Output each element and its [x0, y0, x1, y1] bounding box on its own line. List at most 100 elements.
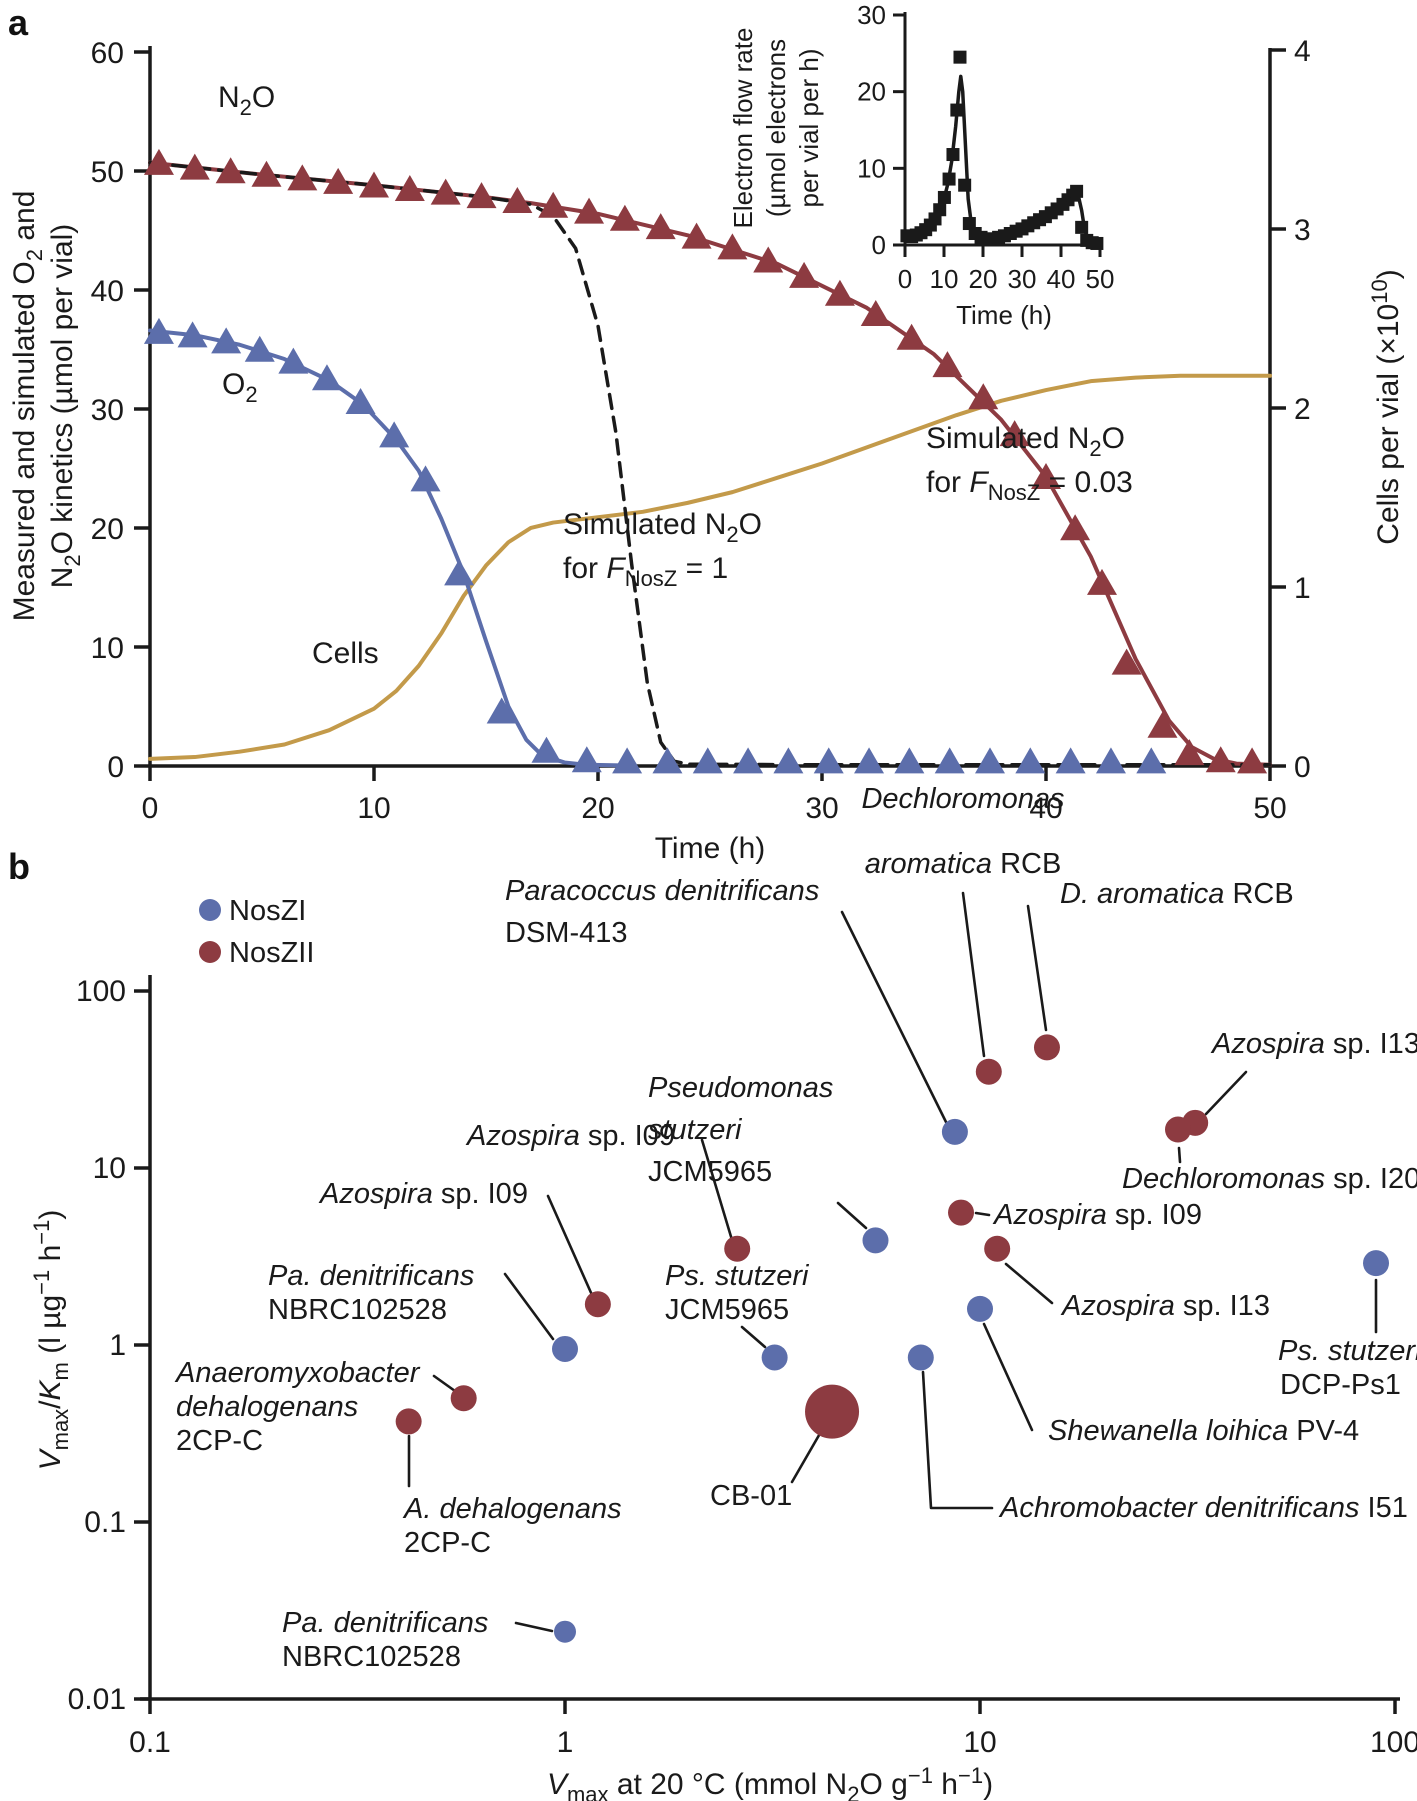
a-right-tick-label: 1: [1294, 572, 1311, 605]
n2o-data-point: [681, 222, 712, 249]
shewanella-loihica-pv4-leader-line: [982, 1322, 1034, 1432]
square-marker: [953, 50, 967, 64]
o2-data-point: [975, 747, 1005, 774]
o2-data-point: [410, 465, 441, 492]
n2o-data-point: [609, 204, 640, 231]
pa-denitrificans-nbrc102528-low-point: [554, 1620, 576, 1643]
o2-data-point: [733, 747, 764, 774]
a-left-tick-label: 10: [91, 632, 124, 665]
simulated-n2o-fnosz-0-03-curve: [148, 160, 1272, 767]
azospira-i13-lower-point: [984, 1235, 1011, 1262]
square-marker: [937, 190, 951, 204]
square-marker: [933, 203, 947, 217]
n2o-data-point: [1060, 514, 1091, 541]
a-x-tick-label: 50: [1253, 792, 1286, 825]
o2-data-point: [379, 421, 410, 448]
n2o-data-point: [860, 299, 891, 326]
inset-y-axis-title: per vial per h): [794, 49, 824, 208]
cells-curve: [148, 373, 1272, 761]
a-x-tick-label: 0: [142, 792, 159, 825]
a-right-tick-label: 4: [1294, 35, 1311, 68]
ps-stutzeri-jcm5965-label: JCM5965: [665, 1294, 789, 1326]
ps-stutzeri-dcp-ps1-label: DCP-Ps1: [1280, 1369, 1401, 1401]
panel-b-label: b: [8, 846, 30, 887]
achromobacter-denitrificans-i51-leader-line: [921, 1370, 994, 1510]
pa-denitrificans-nbrc102528-label: NBRC102528: [268, 1294, 447, 1326]
a-dehalogenans-2cpc-point: [395, 1408, 422, 1435]
azospira-i09-center-leader-line: [700, 1138, 734, 1242]
a-left-tick-label: 30: [91, 394, 124, 427]
simulated-n2o-fnosz-1-dashed-curve: [148, 160, 1272, 767]
azospira-i13-lower-leader-line: [1004, 1262, 1054, 1305]
inset-y-axis-title: Electron flow rate: [728, 28, 758, 229]
dechloromonas-aromatica-rcb-leader-line: [961, 891, 986, 1058]
dechloromonas-aromatica-rcb-point: [975, 1058, 1002, 1085]
a-x-axis-title: Time (h): [655, 832, 766, 865]
a-x-tick-label: 20: [581, 792, 614, 825]
anaeromyxobacter-dehalogenans-2cpc-label: dehalogenans: [176, 1391, 358, 1423]
square-marker: [950, 103, 964, 117]
paracoccus-denitrificans-dsm413-label: DSM-413: [505, 917, 628, 949]
panel-b-leaders: [407, 891, 1378, 1633]
d-aromatica-rcb-point: [1033, 1034, 1060, 1061]
a-x-tick-label: 10: [357, 792, 390, 825]
panel-a-annotations: N2O O2 Cells Simulated N2O for FNosZ = 1 Simu…: [218, 81, 1133, 670]
n2o-data-point: [1111, 648, 1142, 675]
n2o-data-point: [824, 279, 855, 306]
pseudomonas-stutzeri-jcm5965-label: stutzeri: [648, 1114, 743, 1146]
o2-data-point: [244, 335, 275, 362]
ann-sim1: for FNosZ = 1: [563, 552, 728, 591]
o2-data-point: [692, 747, 723, 774]
square-marker: [942, 172, 956, 186]
cb-01-point: [805, 1384, 860, 1439]
o2-data-point: [612, 747, 643, 774]
o2-data-point: [531, 736, 562, 763]
azospira-i09-left-label: Azospira sp. I09: [318, 1178, 528, 1210]
b-y-tick-label: 1: [109, 1329, 126, 1362]
paracoccus-denitrificans-dsm413-leader-line: [840, 910, 948, 1124]
o2-data-point: [571, 746, 602, 773]
anaeromyxobacter-dehalogenans-2cpc-leader-line: [432, 1374, 457, 1393]
n2o-data-point: [287, 164, 318, 191]
panel-a-inset: 0 10 20 30 0 10 20 30 40 50 Time (h) Electron flow …: [728, 0, 1114, 330]
n2o-data-point: [1205, 746, 1236, 773]
pa-denitrificans-nbrc102528-point: [552, 1335, 578, 1362]
o2-data-point: [143, 317, 174, 344]
ann-cells: Cells: [312, 637, 379, 670]
a-right-axis-title: Cells per vial (×1010): [1367, 269, 1405, 544]
n2o-data-point: [896, 323, 927, 350]
b-x-tick-label: 1: [557, 1726, 574, 1759]
pseudomonas-stutzeri-jcm5965-leader-line: [836, 1201, 868, 1230]
paracoccus-denitrificans-dsm413-point: [941, 1118, 968, 1145]
pa-denitrificans-nbrc102528-low-leader-line: [514, 1621, 554, 1633]
ann-sim003: for FNosZ = 0.03: [926, 466, 1133, 505]
a-left-tick-label: 60: [91, 37, 124, 70]
n2o-data-point: [430, 178, 461, 205]
azospira-i09-center-label: Azospira sp. I09: [465, 1120, 675, 1152]
n2o-data-point: [968, 383, 999, 410]
anaeromyxobacter-dehalogenans-2cpc-label: 2CP-C: [176, 1425, 263, 1457]
pseudomonas-stutzeri-jcm5965-label: Pseudomonas: [648, 1072, 833, 1104]
n2o-data-point: [143, 148, 174, 175]
b-y-tick-label: 0.01: [68, 1683, 126, 1716]
achromobacter-denitrificans-i51-label: Achromobacter denitrificans I51: [998, 1492, 1408, 1524]
shewanella-loihica-pv4-point: [967, 1295, 993, 1322]
inset-x-tick-label: 50: [1086, 264, 1115, 294]
anaeromyxobacter-dehalogenans-2cpc-label: Anaeromyxobacter: [174, 1357, 421, 1389]
inset-x-tick-label: 0: [898, 264, 912, 294]
azospira-i09-left-leader-line: [546, 1194, 594, 1297]
dechloromonas-aromatica-rcb-label: aromatica RCB: [865, 848, 1062, 880]
legend-label-noszii: NosZII: [229, 937, 314, 969]
b-x-tick-label: 10: [963, 1726, 996, 1759]
n2o-data-point: [251, 160, 282, 187]
achromobacter-denitrificans-i51-point: [907, 1344, 934, 1371]
pa-denitrificans-nbrc102528-low-label: Pa. denitrificans: [282, 1607, 488, 1639]
azospira-i09-center-point: [724, 1235, 751, 1262]
ann-sim1: Simulated N2O: [563, 508, 762, 547]
o2-data-point: [1015, 747, 1046, 774]
inset-y-axis-title: (µmol electrons: [761, 39, 791, 217]
inset-y-tick-label: 10: [857, 153, 886, 183]
cb-01-leader-line: [790, 1428, 824, 1484]
